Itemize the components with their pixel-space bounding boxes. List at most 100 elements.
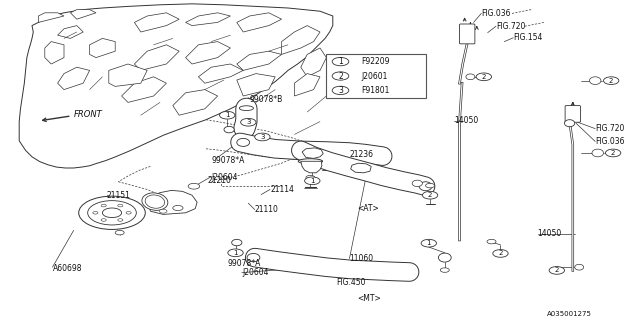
Text: A035001275: A035001275 bbox=[547, 311, 592, 316]
Text: 3: 3 bbox=[338, 86, 343, 95]
Polygon shape bbox=[173, 90, 218, 115]
Polygon shape bbox=[351, 163, 371, 173]
Text: FRONT: FRONT bbox=[74, 110, 102, 119]
Circle shape bbox=[220, 111, 235, 119]
Polygon shape bbox=[186, 42, 230, 64]
Circle shape bbox=[255, 133, 270, 141]
Polygon shape bbox=[294, 74, 320, 96]
Ellipse shape bbox=[592, 149, 604, 157]
Circle shape bbox=[305, 177, 320, 185]
Circle shape bbox=[118, 204, 123, 207]
Polygon shape bbox=[90, 38, 115, 58]
Text: <MT>: <MT> bbox=[357, 294, 381, 303]
Polygon shape bbox=[134, 13, 179, 32]
Polygon shape bbox=[301, 161, 322, 173]
Circle shape bbox=[604, 77, 619, 84]
Circle shape bbox=[93, 212, 98, 214]
Text: J20604: J20604 bbox=[242, 268, 268, 277]
Circle shape bbox=[159, 209, 167, 213]
Text: 99078*A: 99078*A bbox=[227, 260, 260, 268]
Ellipse shape bbox=[466, 74, 475, 80]
Polygon shape bbox=[237, 51, 282, 70]
Text: 1: 1 bbox=[310, 178, 315, 184]
Polygon shape bbox=[237, 74, 275, 96]
Polygon shape bbox=[186, 13, 230, 26]
Text: FIG.036: FIG.036 bbox=[595, 137, 625, 146]
Polygon shape bbox=[237, 13, 282, 32]
Circle shape bbox=[228, 249, 243, 257]
Text: 21151: 21151 bbox=[106, 191, 130, 200]
Text: 2: 2 bbox=[338, 71, 343, 81]
Circle shape bbox=[476, 73, 492, 81]
Text: 99078*A: 99078*A bbox=[211, 156, 244, 164]
Text: 1: 1 bbox=[225, 112, 230, 118]
Polygon shape bbox=[302, 148, 323, 158]
Circle shape bbox=[426, 183, 435, 188]
Circle shape bbox=[79, 196, 145, 229]
Text: 2: 2 bbox=[499, 251, 502, 256]
Ellipse shape bbox=[224, 126, 234, 133]
Circle shape bbox=[332, 72, 349, 80]
Circle shape bbox=[188, 183, 200, 189]
Ellipse shape bbox=[564, 120, 575, 127]
Text: 21114: 21114 bbox=[270, 185, 294, 194]
Ellipse shape bbox=[237, 138, 250, 147]
Polygon shape bbox=[45, 42, 64, 64]
Circle shape bbox=[306, 175, 315, 180]
Ellipse shape bbox=[247, 253, 260, 262]
Polygon shape bbox=[301, 48, 326, 77]
Text: <AT>: <AT> bbox=[357, 204, 379, 212]
Text: 1: 1 bbox=[338, 57, 343, 66]
Ellipse shape bbox=[438, 253, 451, 262]
Circle shape bbox=[440, 268, 449, 272]
Text: 21210: 21210 bbox=[208, 176, 232, 185]
Text: 2: 2 bbox=[611, 150, 615, 156]
Circle shape bbox=[332, 86, 349, 95]
Circle shape bbox=[101, 204, 106, 207]
Ellipse shape bbox=[412, 180, 422, 187]
FancyBboxPatch shape bbox=[460, 24, 475, 44]
Circle shape bbox=[102, 208, 122, 218]
Text: FIG.036: FIG.036 bbox=[481, 9, 511, 18]
Text: J20604: J20604 bbox=[211, 173, 237, 182]
Ellipse shape bbox=[142, 193, 168, 210]
Polygon shape bbox=[70, 10, 96, 19]
Text: FIG.154: FIG.154 bbox=[513, 33, 543, 42]
Text: FIG.720: FIG.720 bbox=[496, 22, 525, 31]
Text: 3: 3 bbox=[246, 119, 251, 125]
Polygon shape bbox=[58, 67, 90, 90]
Text: FIG.720: FIG.720 bbox=[595, 124, 625, 133]
Ellipse shape bbox=[232, 239, 242, 246]
Circle shape bbox=[115, 230, 124, 235]
Ellipse shape bbox=[239, 106, 253, 111]
Text: 2: 2 bbox=[428, 192, 432, 198]
Text: F91801: F91801 bbox=[361, 86, 389, 95]
Text: 3: 3 bbox=[260, 134, 265, 140]
Ellipse shape bbox=[575, 264, 584, 270]
Text: 2: 2 bbox=[555, 268, 559, 273]
Polygon shape bbox=[109, 64, 147, 86]
Text: 21236: 21236 bbox=[349, 150, 374, 159]
Text: F92209: F92209 bbox=[361, 57, 390, 66]
Polygon shape bbox=[38, 13, 64, 22]
Polygon shape bbox=[282, 26, 320, 54]
Circle shape bbox=[241, 118, 256, 126]
Polygon shape bbox=[198, 64, 243, 83]
Circle shape bbox=[421, 239, 436, 247]
Circle shape bbox=[605, 149, 621, 157]
Ellipse shape bbox=[298, 159, 323, 164]
Circle shape bbox=[88, 201, 136, 225]
Text: 1: 1 bbox=[233, 250, 238, 256]
Polygon shape bbox=[58, 26, 83, 38]
Polygon shape bbox=[134, 45, 179, 70]
Ellipse shape bbox=[145, 195, 164, 208]
Text: J20601: J20601 bbox=[361, 71, 387, 81]
Circle shape bbox=[549, 267, 564, 274]
Text: 14050: 14050 bbox=[538, 229, 562, 238]
Circle shape bbox=[487, 239, 496, 244]
Text: 2: 2 bbox=[609, 78, 613, 84]
Circle shape bbox=[422, 191, 438, 199]
Ellipse shape bbox=[589, 77, 601, 84]
Circle shape bbox=[101, 219, 106, 221]
Circle shape bbox=[332, 58, 349, 66]
